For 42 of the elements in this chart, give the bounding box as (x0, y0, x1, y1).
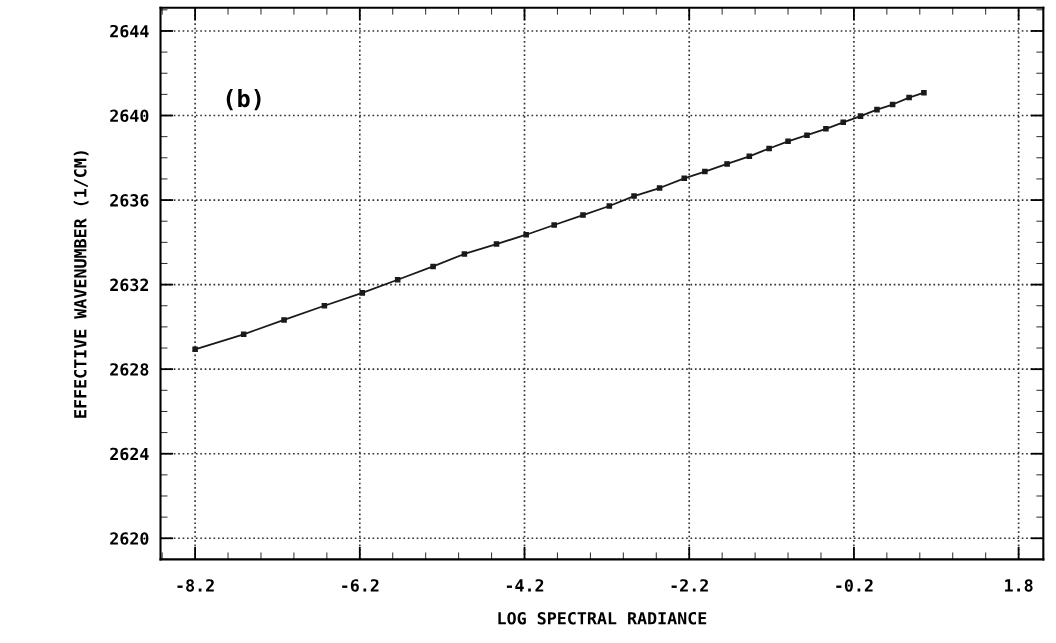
point (631, 193, 637, 199)
y-tick-label: 2620 (110, 532, 149, 545)
point (766, 145, 772, 152)
x-tick-label: -6.2 (342, 579, 379, 592)
annotation: (b) (226, 89, 261, 111)
x-tick-label: -0.2 (836, 579, 873, 592)
point (394, 276, 401, 283)
x-tick-label: -4.2 (506, 579, 544, 592)
point (461, 251, 468, 257)
point (840, 119, 846, 126)
point (823, 126, 829, 132)
point (359, 290, 366, 296)
y-tick-label: 2644 (110, 24, 149, 38)
point (606, 203, 613, 209)
point (681, 175, 688, 182)
y-tick-label: 2640 (110, 109, 149, 123)
point (804, 132, 810, 138)
point (192, 346, 198, 353)
y-tick-label: 2632 (110, 278, 149, 292)
point (523, 231, 529, 238)
point (656, 185, 663, 191)
x-tick-label: -8.2 (177, 579, 214, 592)
point (874, 106, 880, 113)
point (906, 94, 912, 101)
point (857, 113, 864, 119)
point (430, 263, 436, 270)
point (702, 168, 708, 175)
y-axis-title: EFFECTIVE WAVENUMBER (1/CM) (73, 151, 89, 418)
point (493, 241, 500, 247)
point (785, 138, 791, 145)
y-tick-label: 2636 (110, 194, 149, 207)
point (321, 302, 328, 309)
point (724, 161, 730, 167)
point (921, 89, 927, 96)
point (281, 317, 287, 323)
x-tick-label: -2.2 (671, 579, 708, 592)
y-tick-label: 2628 (110, 363, 149, 376)
y-tick-label: 2624 (110, 447, 149, 461)
x-tick-label: 1.8 (1005, 579, 1033, 592)
x-axis-title: LOG SPECTRAL RADIANCE (498, 611, 707, 625)
point (580, 212, 586, 218)
point (551, 222, 557, 228)
